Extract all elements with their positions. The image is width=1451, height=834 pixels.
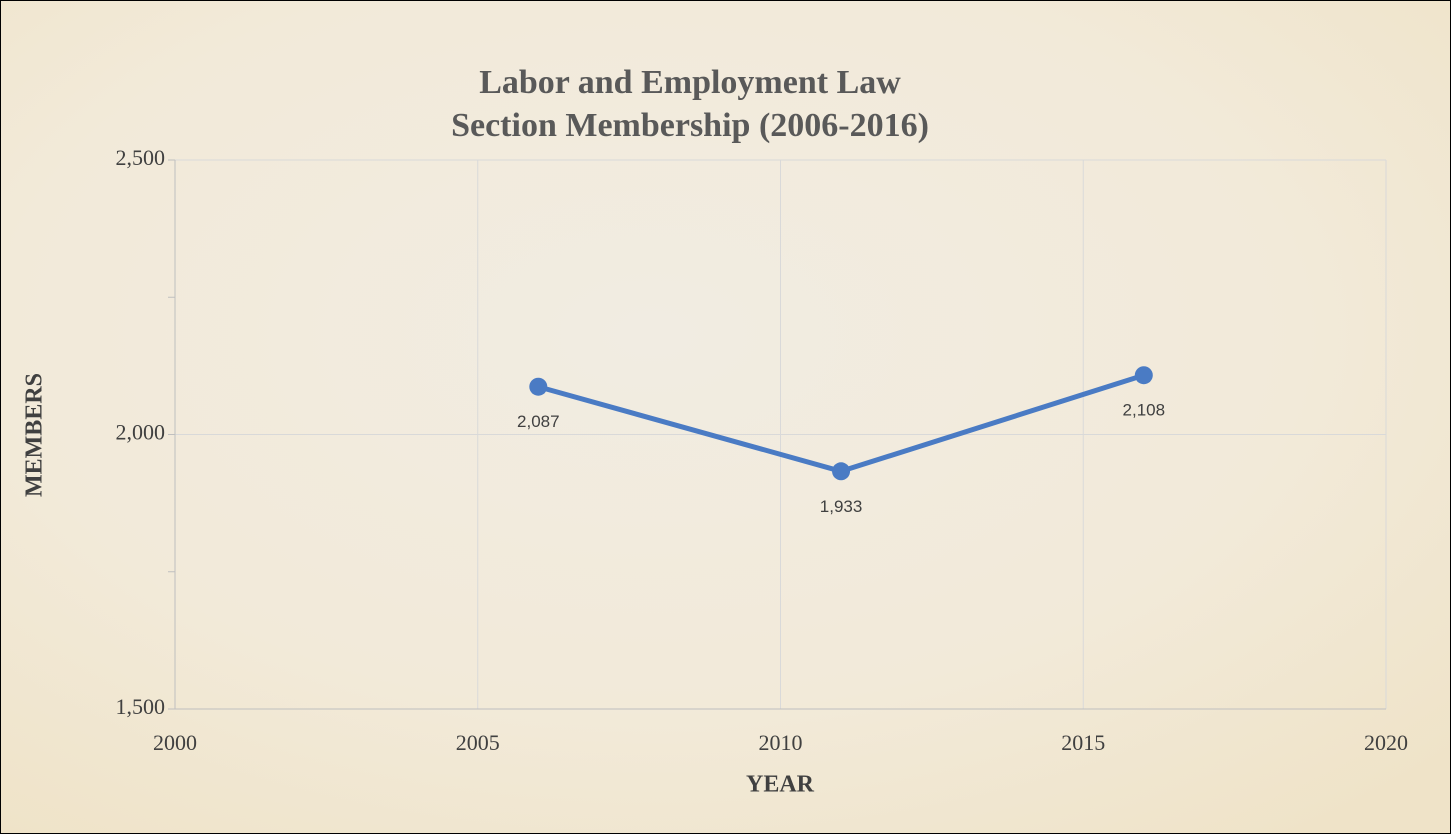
data-point xyxy=(529,377,548,396)
x-tick-label: 2020 xyxy=(1364,730,1408,755)
data-point xyxy=(832,462,851,481)
chart-title: Section Membership (2006-2016) xyxy=(451,107,929,144)
data-label: 2,108 xyxy=(1123,401,1166,420)
data-label: 2,087 xyxy=(517,412,560,431)
y-tick-label: 1,500 xyxy=(116,694,166,719)
x-axis-label: YEAR xyxy=(746,772,815,798)
y-tick-label: 2,000 xyxy=(116,420,166,445)
x-tick-label: 2000 xyxy=(153,730,197,755)
y-axis-label: MEMBERS xyxy=(22,373,48,497)
data-point xyxy=(1134,366,1153,385)
data-label: 1,933 xyxy=(820,497,863,516)
x-tick-label: 2015 xyxy=(1061,730,1105,755)
x-tick-label: 2005 xyxy=(456,730,500,755)
chart-title: Labor and Employment Law xyxy=(479,64,901,101)
x-tick-label: 2010 xyxy=(759,730,803,755)
y-tick-label: 2,500 xyxy=(116,145,166,170)
